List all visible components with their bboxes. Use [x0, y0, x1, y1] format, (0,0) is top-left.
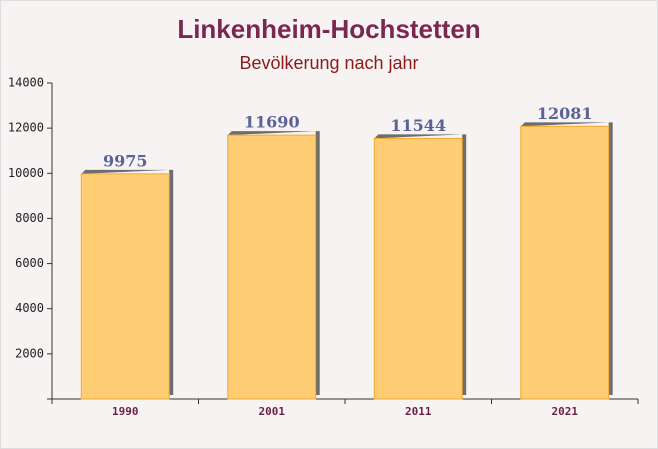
value-label: 12081 [537, 104, 593, 123]
value-label: 11544 [390, 116, 446, 135]
y-tick-label: 12000 [8, 121, 44, 135]
y-tick-label: 8000 [15, 211, 44, 225]
bar [520, 125, 610, 400]
bar [227, 134, 317, 400]
chart-subtitle: Bevölkerung nach jahr [239, 53, 418, 73]
y-tick-label: 4000 [15, 301, 44, 315]
x-tick-label: 2021 [552, 405, 579, 418]
x-tick-label: 2001 [259, 405, 286, 418]
value-label: 11690 [244, 113, 300, 132]
y-tick-label: 10000 [8, 166, 44, 180]
x-tick-label: 1990 [112, 405, 139, 418]
y-tick-label: 6000 [15, 256, 44, 270]
y-tick-label: 14000 [8, 76, 44, 90]
bar [373, 137, 463, 400]
chart-title: Linkenheim-Hochstetten [177, 14, 480, 44]
x-tick-label: 2011 [405, 405, 432, 418]
bar [80, 173, 170, 400]
y-tick-label: 2000 [15, 346, 44, 360]
value-label: 9975 [103, 151, 148, 170]
